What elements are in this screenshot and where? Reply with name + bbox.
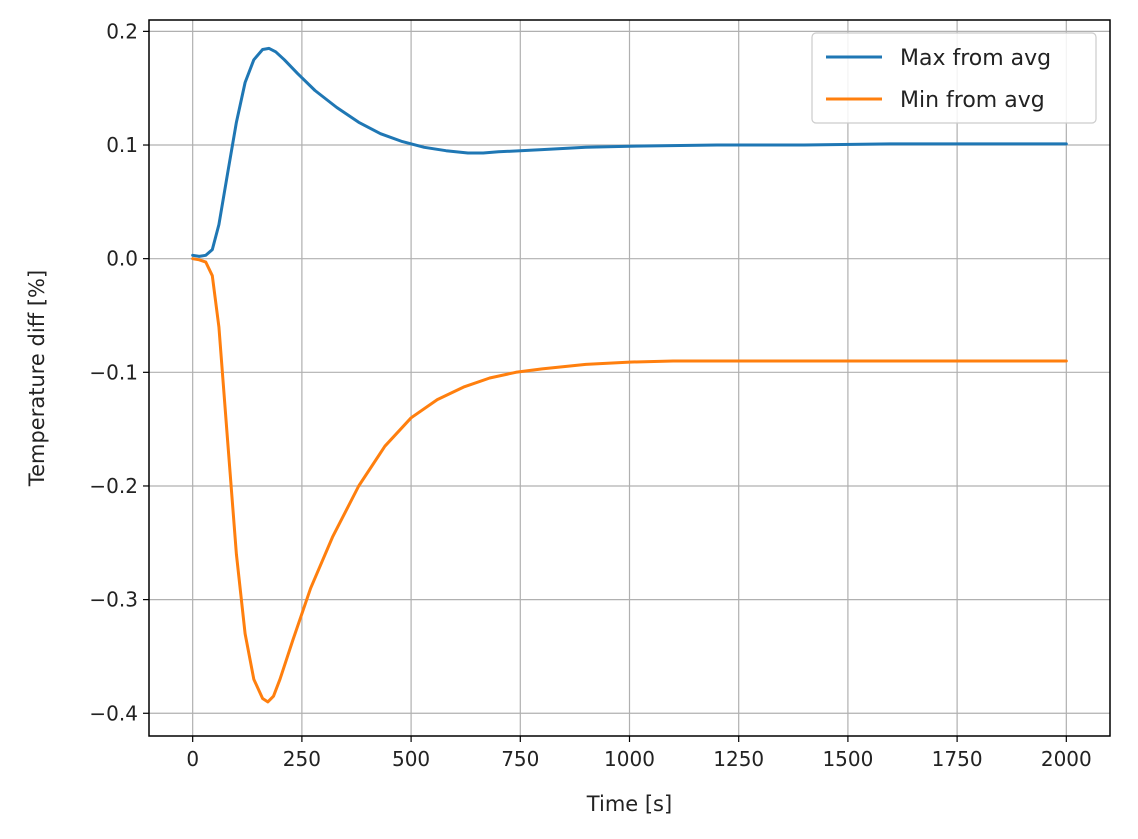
x-tick-label: 500: [392, 747, 430, 771]
x-axis-label: Time [s]: [586, 792, 672, 816]
y-tick-label: −0.2: [89, 474, 138, 498]
x-tick-label: 1000: [604, 747, 655, 771]
legend-label-max: Max from avg: [900, 46, 1051, 71]
y-tick-label: −0.3: [89, 588, 138, 612]
x-tick-label: 750: [501, 747, 539, 771]
y-tick-label: −0.4: [89, 701, 138, 725]
grid: [149, 20, 1110, 736]
y-tick-label: 0.0: [106, 247, 138, 271]
ticks: 0 250 500 750 1000 1250 1500 1750 2000 −0.4 −0.3 −0…: [89, 19, 1091, 771]
y-tick-label: 0.1: [106, 133, 138, 157]
x-tick-label: 2000: [1041, 747, 1092, 771]
y-tick-label: 0.2: [106, 19, 138, 43]
series-line-max-from-avg: [191, 46, 1068, 258]
y-tick-label: −0.1: [89, 360, 138, 384]
x-tick-label: 0: [186, 747, 199, 771]
y-axis-label: Temperature diff [%]: [25, 270, 49, 487]
legend-label-min: Min from avg: [900, 88, 1045, 113]
x-tick-label: 1500: [822, 747, 873, 771]
legend-box: [811, 32, 1097, 124]
legend: Max from avg Min from avg: [811, 32, 1097, 124]
series-line-min-from-avg: [191, 257, 1068, 704]
x-tick-label: 1750: [932, 747, 983, 771]
x-tick-label: 1250: [713, 747, 764, 771]
x-tick-label: 250: [283, 747, 321, 771]
series-layer: [191, 46, 1068, 704]
